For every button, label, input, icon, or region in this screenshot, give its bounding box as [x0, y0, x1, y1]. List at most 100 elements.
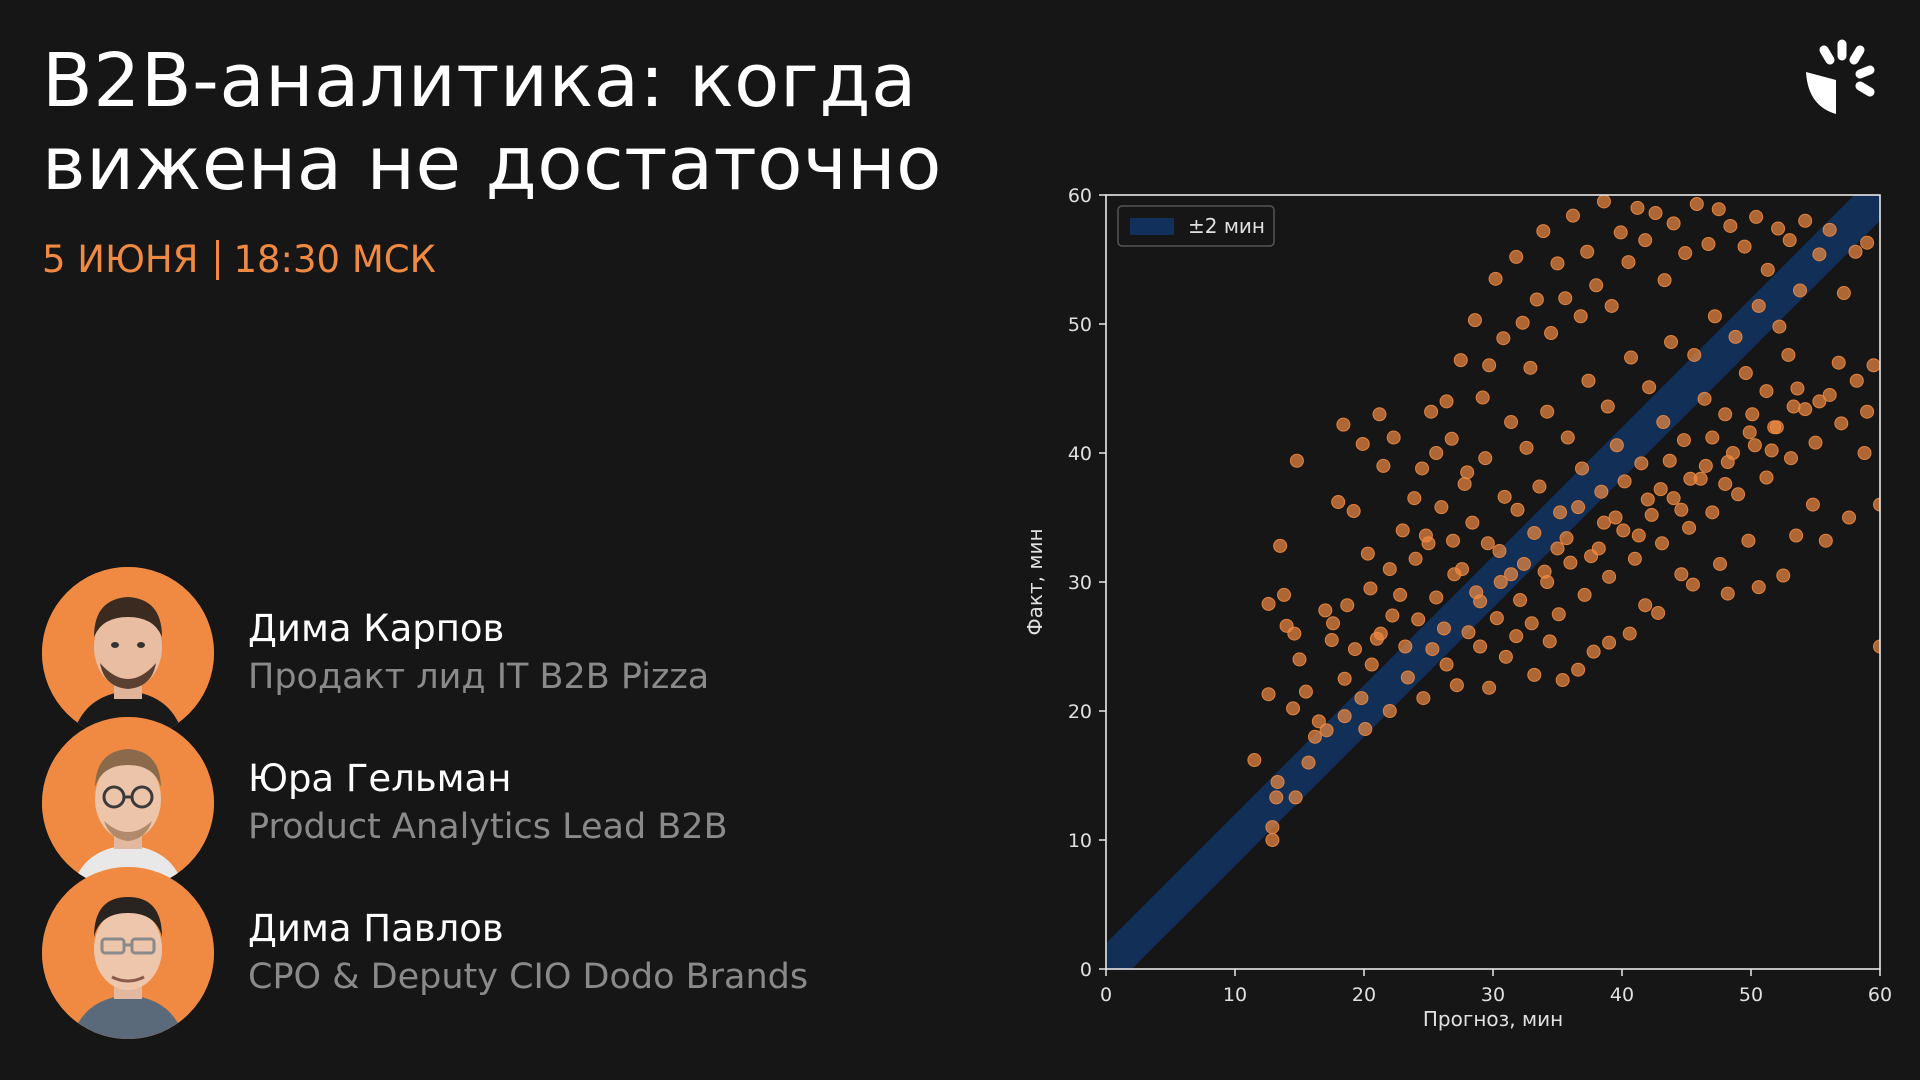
data-point [1581, 373, 1596, 388]
data-point [1331, 495, 1346, 510]
data-point [1489, 611, 1504, 626]
data-point [1382, 704, 1397, 718]
data-point [1627, 551, 1642, 566]
data-point [1664, 335, 1679, 350]
data-point [1608, 510, 1623, 525]
data-point [1764, 443, 1779, 458]
data-point [1602, 569, 1617, 584]
data-point [1434, 500, 1449, 515]
data-point [1580, 244, 1595, 259]
data-point [1577, 587, 1592, 602]
date-time-divider [216, 239, 220, 280]
data-point [1360, 546, 1375, 561]
data-point [1873, 639, 1880, 654]
data-point [1504, 567, 1519, 582]
data-point [1589, 278, 1604, 293]
data-point [1565, 208, 1580, 223]
data-point [1277, 587, 1292, 602]
data-point [1720, 586, 1735, 601]
data-point [1678, 246, 1693, 261]
data-point [1725, 446, 1740, 460]
data-point [1571, 662, 1586, 677]
data-point [1760, 262, 1775, 277]
data-point [1550, 256, 1565, 271]
data-point [1373, 626, 1388, 641]
data-point [1524, 616, 1539, 631]
data-point [1651, 605, 1666, 620]
data-point [1415, 461, 1430, 476]
data-point [1644, 507, 1659, 522]
data-point [1745, 407, 1760, 422]
data-point [1532, 479, 1547, 494]
data-point [1741, 533, 1756, 548]
data-point [1648, 206, 1663, 221]
data-point [1340, 598, 1355, 613]
data-point [1460, 465, 1475, 480]
data-point [1683, 471, 1698, 486]
legend-swatch [1130, 218, 1174, 235]
data-point [1555, 673, 1570, 688]
data-point [1553, 505, 1568, 520]
data-point [1411, 612, 1426, 627]
data-point [1705, 505, 1720, 520]
data-point [1666, 491, 1681, 506]
data-point [1492, 544, 1507, 559]
data-point [1527, 525, 1542, 540]
data-point [1789, 528, 1804, 543]
data-point [1488, 271, 1503, 286]
data-point [1457, 476, 1472, 491]
data-point [1261, 687, 1276, 702]
data-point [1822, 222, 1837, 237]
data-point [1662, 453, 1677, 468]
x-tick-label: 0 [1100, 984, 1112, 1006]
data-point [1718, 476, 1733, 491]
data-point [1783, 451, 1798, 466]
data-point [1393, 587, 1408, 602]
data-point [1604, 298, 1619, 313]
data-point [1355, 436, 1370, 451]
data-point [1575, 461, 1590, 476]
speaker-3-role: CPO & Deputy CIO Dodo Brands [248, 957, 809, 997]
x-tick-label: 30 [1481, 984, 1505, 1006]
data-point [1270, 774, 1285, 789]
data-point [1842, 510, 1857, 525]
data-point [1790, 381, 1805, 396]
data-point [1395, 523, 1410, 538]
data-point [1372, 407, 1387, 422]
data-point [1498, 649, 1513, 664]
data-point [1418, 528, 1433, 543]
data-point [1429, 590, 1444, 605]
data-point [1449, 678, 1464, 693]
y-tick-label: 30 [1068, 572, 1092, 594]
data-point [1654, 536, 1669, 551]
data-point [1836, 286, 1851, 301]
data-point [1701, 237, 1716, 252]
data-point [1707, 309, 1722, 324]
data-point [1631, 528, 1646, 543]
data-point [1542, 634, 1557, 649]
data-point [1336, 417, 1351, 432]
data-point [1439, 657, 1454, 672]
data-point [1622, 626, 1637, 641]
data-point [1347, 642, 1362, 657]
data-point [1718, 407, 1733, 422]
data-point [1515, 315, 1530, 330]
data-point [1473, 639, 1488, 654]
data-point [1319, 723, 1334, 738]
data-point [1416, 691, 1431, 706]
data-point [1558, 291, 1573, 306]
data-point [1311, 714, 1326, 729]
data-point [1666, 216, 1681, 231]
data-point [1465, 515, 1480, 530]
data-point [1425, 642, 1440, 657]
legend-box [1117, 205, 1275, 247]
data-point [1860, 235, 1875, 250]
x-tick-label: 50 [1739, 984, 1763, 1006]
data-point [1831, 355, 1846, 370]
data-point [1363, 581, 1378, 596]
data-point [1751, 580, 1766, 595]
slide-title-line-1: B2B-аналитика: когда [42, 38, 917, 124]
speaker-card-1: Дима Карпов Продакт лид IT B2B Pizza [42, 567, 842, 747]
data-point [1354, 691, 1369, 706]
data-point [1385, 608, 1400, 623]
